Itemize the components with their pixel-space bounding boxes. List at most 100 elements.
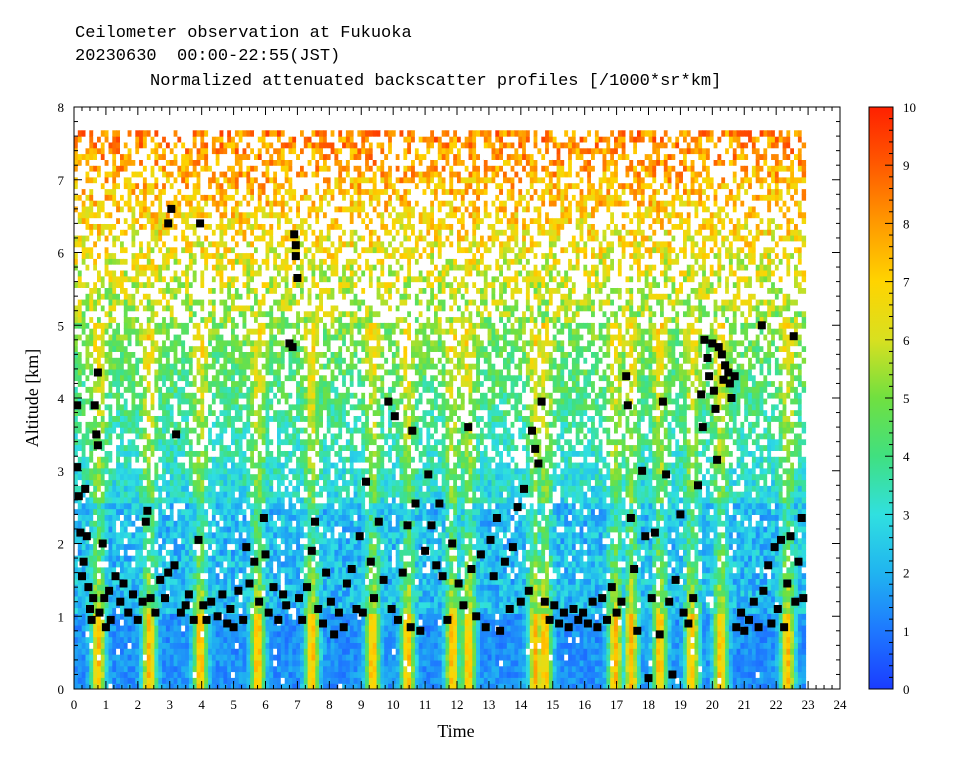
cloud-base-marker	[603, 615, 611, 624]
cloud-base-marker	[411, 499, 420, 508]
cloud-base-marker	[700, 335, 709, 344]
cloud-base-marker	[481, 623, 490, 632]
cloud-base-marker	[141, 517, 150, 526]
colorbar-tick-label: 4	[903, 449, 910, 464]
cloud-base-marker	[717, 350, 726, 359]
x-tick-label: 8	[326, 697, 333, 712]
x-axis-title: Time	[437, 721, 474, 741]
cloud-base-marker	[264, 608, 273, 617]
cloud-base-marker	[540, 597, 549, 606]
cloud-base-marker	[711, 404, 720, 413]
x-tick-label: 7	[294, 697, 301, 712]
cloud-base-markers	[74, 204, 808, 683]
cloud-base-marker	[164, 219, 173, 228]
chart-title-quantity: Normalized attenuated backscatter profil…	[150, 72, 722, 91]
cloud-base-marker	[181, 601, 190, 610]
chart-title-period: 20230630 00:00-22:55(JST)	[75, 47, 341, 66]
cloud-base-marker	[496, 626, 505, 635]
y-tick-label: 2	[58, 537, 65, 552]
cloud-base-marker	[199, 601, 208, 610]
cloud-base-marker	[767, 619, 776, 628]
x-tick-label: 21	[738, 697, 751, 712]
x-tick-label: 11	[419, 697, 432, 712]
cloud-base-marker	[697, 390, 706, 399]
cloud-base-marker	[448, 539, 457, 548]
cloud-base-marker	[379, 575, 388, 584]
cloud-base-marker	[791, 597, 800, 606]
cloud-base-marker	[90, 401, 99, 410]
cloud-base-marker	[255, 597, 264, 606]
cloud-base-marker	[721, 361, 730, 370]
cloud-base-marker	[435, 499, 444, 508]
cloud-base-marker	[689, 594, 698, 603]
cloud-base-marker	[759, 586, 768, 595]
cloud-base-marker	[665, 597, 674, 606]
cloud-base-marker	[622, 372, 631, 381]
cloud-base-marker	[443, 615, 452, 624]
cloud-base-marker	[633, 626, 642, 635]
cloud-base-marker	[176, 608, 185, 617]
colorbar-tick-label: 0	[903, 682, 910, 697]
x-tick-label: 15	[546, 697, 559, 712]
cloud-base-marker	[472, 612, 481, 621]
cloud-base-marker	[403, 521, 412, 530]
cloud-base-marker	[424, 470, 433, 479]
cloud-base-marker	[293, 274, 302, 282]
x-tick-label: 19	[674, 697, 687, 712]
cloud-base-marker	[319, 619, 327, 628]
cloud-base-marker	[242, 543, 251, 552]
cloud-base-marker	[537, 397, 546, 406]
cloud-base-marker	[196, 219, 205, 228]
cloud-base-marker	[623, 401, 632, 410]
x-tick-label: 13	[482, 697, 495, 712]
x-tick-label: 5	[230, 697, 237, 712]
cloud-base-marker	[647, 594, 656, 603]
cloud-base-marker	[528, 426, 536, 435]
cloud-base-marker	[288, 343, 297, 352]
cloud-base-marker	[727, 394, 736, 402]
cloud-base-marker	[98, 539, 107, 548]
cloud-base-marker	[789, 332, 798, 341]
cloud-base-marker	[76, 528, 85, 537]
cloud-base-marker	[307, 546, 316, 555]
cloud-base-marker	[534, 459, 543, 468]
cloud-base-marker	[322, 568, 331, 577]
cloud-base-marker	[749, 597, 758, 606]
cloud-base-marker	[194, 535, 203, 544]
cloud-base-marker	[408, 426, 417, 435]
cloud-base-marker	[119, 579, 128, 588]
x-tick-label: 17	[610, 697, 624, 712]
cloud-base-marker	[724, 368, 733, 377]
x-tick-label: 12	[451, 697, 464, 712]
cloud-base-marker	[740, 626, 749, 635]
y-tick-label: 3	[58, 464, 65, 479]
cloud-base-marker	[626, 514, 635, 522]
cloud-base-marker	[74, 492, 83, 501]
cloud-base-marker	[492, 514, 501, 522]
cloud-base-marker	[84, 583, 93, 592]
cloud-base-marker	[116, 597, 125, 606]
cloud-base-marker	[164, 568, 173, 577]
cloud-base-marker	[617, 597, 626, 606]
cloud-base-marker	[95, 608, 104, 617]
cloud-base-marker	[786, 532, 795, 541]
cloud-base-marker	[172, 430, 181, 439]
cloud-base-marker	[189, 615, 198, 624]
cloud-base-marker	[524, 586, 533, 595]
cloud-base-marker	[170, 561, 179, 570]
cloud-base-marker	[390, 412, 399, 421]
cloud-base-marker	[797, 514, 806, 522]
cloud-base-marker	[347, 565, 356, 573]
cloud-base-marker	[229, 623, 238, 632]
colorbar-tick-label: 1	[903, 624, 910, 639]
cloud-base-marker	[370, 594, 378, 603]
cloud-base-marker	[245, 579, 254, 588]
cloud-base-marker	[713, 455, 722, 464]
cloud-base-marker	[773, 605, 782, 613]
colorbar-tick-label: 5	[903, 391, 910, 406]
cloud-base-marker	[226, 605, 235, 613]
cloud-base-marker	[184, 590, 193, 599]
cloud-base-marker	[593, 623, 602, 632]
x-tick-label: 1	[103, 697, 110, 712]
cloud-base-marker	[92, 430, 101, 439]
